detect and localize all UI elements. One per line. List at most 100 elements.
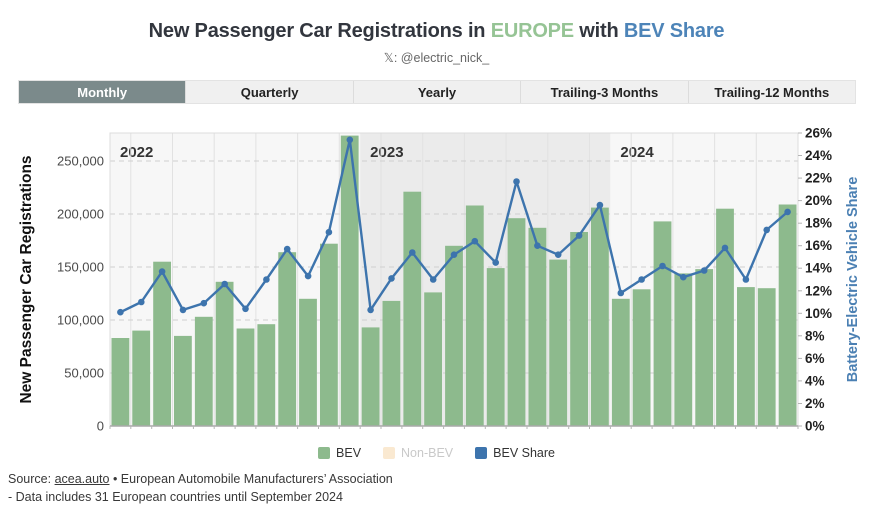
bev-bar[interactable] xyxy=(445,245,463,426)
bev-bar[interactable] xyxy=(778,204,797,427)
bev-bar[interactable] xyxy=(382,300,401,426)
bev-share-point[interactable] xyxy=(221,280,228,288)
bev-share-point[interactable] xyxy=(763,226,770,234)
tab-yearly[interactable]: Yearly xyxy=(352,81,520,103)
bev-bar[interactable] xyxy=(340,135,359,426)
bev-bar[interactable] xyxy=(528,227,547,426)
bev-bar[interactable] xyxy=(695,269,714,426)
bev-share-point[interactable] xyxy=(617,289,625,297)
bev-bar[interactable] xyxy=(278,252,297,426)
right-tick-label: 12% xyxy=(805,283,832,298)
bev-registrations-chart[interactable]: 2022 2023 2024 0 50,000 100,000 150,000 200,000… xyxy=(0,113,873,447)
bev-bar[interactable] xyxy=(653,221,672,426)
tab-trailing-3-months[interactable]: Trailing-3 Months xyxy=(520,81,687,103)
bev-share-point[interactable] xyxy=(283,245,291,253)
bev-bar[interactable] xyxy=(591,207,609,426)
bev-bar[interactable] xyxy=(403,191,422,426)
right-tick-label: 14% xyxy=(805,261,832,276)
bev-share-point[interactable] xyxy=(200,299,208,307)
bev-share-point[interactable] xyxy=(388,275,395,282)
bev-bar[interactable] xyxy=(737,287,755,426)
bev-share-point[interactable] xyxy=(784,208,791,216)
right-tick-label: 8% xyxy=(805,328,825,343)
bev-swatch-icon xyxy=(318,447,331,459)
bev-bar[interactable] xyxy=(257,324,276,426)
bev-bar[interactable] xyxy=(320,243,338,426)
bev-share-point[interactable] xyxy=(700,267,708,274)
right-tick-label: 6% xyxy=(805,351,825,366)
bev-share-point[interactable] xyxy=(179,306,187,314)
source-link[interactable]: acea.auto xyxy=(54,472,110,486)
bev-bar[interactable] xyxy=(153,261,171,426)
bev-share-point[interactable] xyxy=(450,251,458,258)
bev-share-point[interactable] xyxy=(409,249,416,256)
bev-share-point[interactable] xyxy=(158,268,166,275)
bev-share-point[interactable] xyxy=(304,272,312,280)
bev-share-point[interactable] xyxy=(596,201,604,209)
non-bev-swatch-icon xyxy=(383,447,396,459)
bev-bar[interactable] xyxy=(757,288,776,426)
bev-bar[interactable] xyxy=(465,205,484,427)
bev-share-point[interactable] xyxy=(346,136,354,144)
bev-share-point[interactable] xyxy=(325,228,333,236)
source-note: Source: acea.auto • European Automobile … xyxy=(8,470,393,506)
right-tick-label: 22% xyxy=(805,171,832,186)
left-tick-label: 0 xyxy=(97,419,104,434)
bev-share-point[interactable] xyxy=(367,306,374,314)
bev-share-point[interactable] xyxy=(242,305,249,313)
legend-item-non-bev[interactable]: Non-BEV xyxy=(383,446,453,460)
bev-share-point[interactable] xyxy=(575,232,583,239)
bev-bar[interactable] xyxy=(570,232,588,426)
bev-share-point[interactable] xyxy=(742,276,750,283)
left-axis-title: New Passenger Car Registrations xyxy=(18,155,35,403)
bev-share-point[interactable] xyxy=(513,178,520,185)
bev-bar[interactable] xyxy=(674,273,693,426)
bev-bar[interactable] xyxy=(361,327,380,426)
source-prefix: Source: xyxy=(8,472,55,486)
bev-bar[interactable] xyxy=(236,328,255,427)
bev-share-point[interactable] xyxy=(721,244,729,252)
year-label: 2024 xyxy=(620,144,654,161)
right-tick-label: 20% xyxy=(805,193,832,208)
bev-bar[interactable] xyxy=(486,268,505,426)
bev-share-point[interactable] xyxy=(263,276,270,283)
bev-bar[interactable] xyxy=(174,335,192,426)
bev-bar[interactable] xyxy=(716,208,734,426)
right-tick-label: 2% xyxy=(805,396,825,411)
bev-bar[interactable] xyxy=(132,330,151,426)
bev-bar[interactable] xyxy=(632,289,651,426)
right-tick-label: 16% xyxy=(805,238,832,253)
bev-share-point[interactable] xyxy=(659,262,666,270)
bev-share-swatch-icon xyxy=(475,447,488,459)
tab-monthly[interactable]: Monthly xyxy=(19,81,186,103)
bev-bar[interactable] xyxy=(507,218,526,426)
bev-share-point[interactable] xyxy=(429,276,437,283)
source-line: Source: acea.auto • European Automobile … xyxy=(8,470,393,488)
bev-share-point[interactable] xyxy=(638,276,645,283)
bev-bar[interactable] xyxy=(611,298,630,426)
bev-share-point[interactable] xyxy=(117,308,124,316)
right-tick-label: 18% xyxy=(805,216,832,231)
bev-bar[interactable] xyxy=(299,298,317,426)
bev-bar[interactable] xyxy=(424,292,442,426)
left-tick-label: 100,000 xyxy=(57,313,104,328)
legend-item-bev-share[interactable]: BEV Share xyxy=(475,446,555,460)
tab-trailing-12-months[interactable]: Trailing-12 Months xyxy=(687,81,855,103)
year-band-2023 xyxy=(360,133,611,426)
bev-share-point[interactable] xyxy=(471,237,479,245)
bev-share-point[interactable] xyxy=(492,259,500,266)
bev-bar[interactable] xyxy=(215,281,234,426)
bev-bar[interactable] xyxy=(111,338,130,426)
right-tick-label: 24% xyxy=(805,148,832,163)
left-tick-label: 150,000 xyxy=(57,260,104,275)
tab-quarterly[interactable]: Quarterly xyxy=(185,81,352,103)
bev-bar[interactable] xyxy=(194,316,213,426)
bev-bar[interactable] xyxy=(549,259,568,426)
bev-share-point[interactable] xyxy=(554,251,562,258)
bev-share-point[interactable] xyxy=(534,242,541,249)
left-tick-label: 250,000 xyxy=(57,154,104,169)
bev-share-point[interactable] xyxy=(680,273,687,281)
legend-item-bev[interactable]: BEV xyxy=(318,446,361,460)
bev-share-point[interactable] xyxy=(138,298,145,306)
